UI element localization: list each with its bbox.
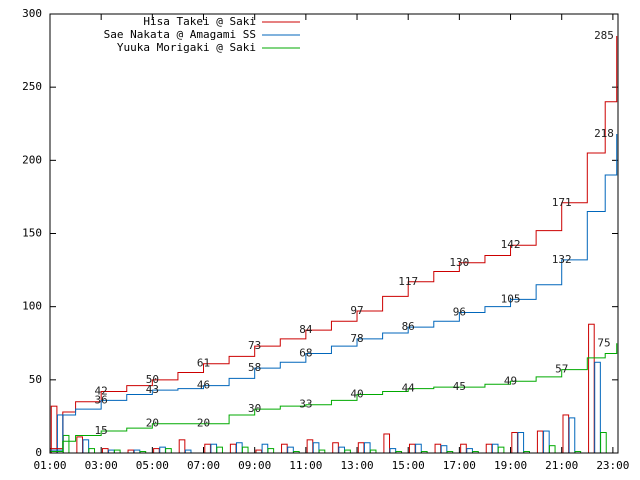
value-label: 96: [453, 306, 466, 319]
y-tick-label: 150: [22, 227, 42, 240]
series-line: [50, 343, 618, 453]
y-tick-label: 200: [22, 153, 42, 166]
value-label: 73: [248, 339, 261, 352]
value-label: 46: [197, 379, 210, 392]
y-tick-label: 0: [35, 446, 42, 459]
value-label: 58: [248, 361, 261, 374]
value-label: 84: [299, 323, 313, 336]
x-tick-label: 07:00: [187, 459, 220, 472]
y-tick-label: 50: [29, 373, 42, 386]
x-tick-label: 01:00: [33, 459, 66, 472]
value-label: 86: [402, 320, 415, 333]
value-label: 132: [552, 253, 572, 266]
x-tick-label: 05:00: [136, 459, 169, 472]
value-label: 40: [350, 387, 363, 400]
value-label: 61: [197, 357, 210, 370]
legend-label: Hisa Takei @ Saki: [143, 15, 256, 28]
x-tick-label: 23:00: [596, 459, 629, 472]
x-tick-label: 09:00: [238, 459, 271, 472]
value-label: 142: [501, 238, 521, 251]
value-label: 45: [453, 380, 466, 393]
value-label: 130: [449, 256, 469, 269]
value-label: 75: [597, 336, 610, 349]
value-label: 20: [197, 417, 210, 430]
value-label: 97: [350, 304, 363, 317]
x-tick-label: 03:00: [85, 459, 118, 472]
value-label: 15: [95, 424, 108, 437]
plot-frame: [49, 13, 619, 454]
legend-label: Yuuka Morigaki @ Saki: [117, 41, 256, 54]
value-label: 57: [555, 363, 568, 376]
x-tick-label: 21:00: [545, 459, 578, 472]
value-label: 171: [552, 196, 572, 209]
value-label: 218: [594, 127, 614, 140]
value-label: 68: [299, 346, 312, 359]
y-tick-label: 300: [22, 7, 42, 20]
value-label: 50: [146, 373, 159, 386]
series-line: [50, 133, 618, 451]
value-label: 49: [504, 374, 517, 387]
value-label: 20: [146, 417, 159, 430]
x-tick-label: 17:00: [443, 459, 476, 472]
value-label: 30: [248, 402, 261, 415]
y-tick-label: 250: [22, 80, 42, 93]
value-label: 285: [594, 29, 614, 42]
value-label: 42: [95, 385, 108, 398]
value-label: 36: [95, 393, 108, 406]
x-tick-label: 13:00: [340, 459, 373, 472]
value-label: 44: [402, 382, 416, 395]
value-label: 78: [350, 332, 363, 345]
x-tick-label: 19:00: [494, 459, 527, 472]
value-label: 117: [398, 275, 418, 288]
y-tick-label: 100: [22, 300, 42, 313]
value-label: 43: [146, 383, 159, 396]
x-tick-label: 15:00: [392, 459, 425, 472]
value-label: 33: [299, 398, 312, 411]
x-tick-label: 11:00: [289, 459, 322, 472]
series-line: [50, 35, 618, 450]
value-label: 105: [501, 292, 521, 305]
legend-label: Sae Nakata @ Amagami SS: [104, 28, 256, 41]
